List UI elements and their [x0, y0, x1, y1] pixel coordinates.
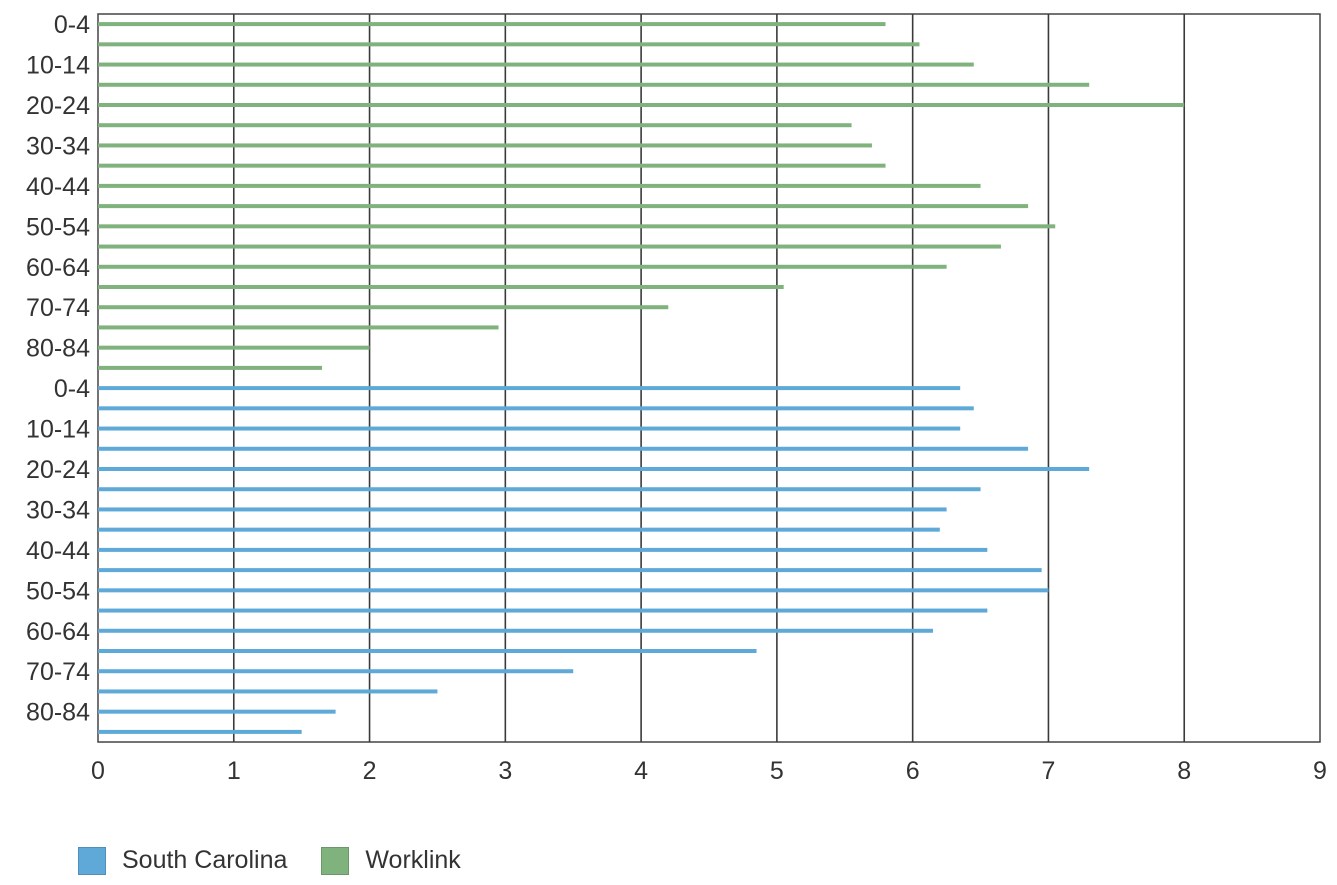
y-tick-label: 50-54	[26, 213, 90, 241]
bar-south-carolina-65-69	[98, 649, 757, 653]
y-tick-label: 40-44	[26, 537, 90, 565]
bar-worklink-65-69	[98, 285, 784, 289]
bar-south-carolina-10-14	[98, 426, 961, 431]
x-tick-label: 5	[770, 757, 784, 785]
bar-south-carolina-20-24	[98, 467, 1090, 471]
labels-layer: 0 1 2 3 4 5 6 7 8 9 0-4 10-14 20-24 30-34 40-44 50-54 60…	[26, 11, 1327, 785]
legend-item-south-carolina: South Carolina	[78, 846, 287, 875]
bar-worklink-70-74	[98, 305, 669, 310]
y-tick-label: 70-74	[26, 658, 90, 686]
x-tick-label: 0	[91, 757, 105, 785]
bar-worklink-50-54	[98, 224, 1056, 229]
legend-label-south-carolina: South Carolina	[122, 846, 288, 874]
y-tick-label: 0-4	[54, 375, 90, 403]
y-tick-label: 20-24	[26, 456, 90, 484]
bar-south-carolina-15-19	[98, 446, 1029, 451]
bar-worklink-80-84	[98, 345, 370, 350]
bar-south-carolina-80-84	[98, 709, 336, 714]
y-tick-label: 60-64	[26, 254, 90, 282]
bar-worklink-30-34	[98, 143, 872, 148]
bar-south-carolina-40-44	[98, 547, 988, 552]
bar-worklink-0-4	[98, 22, 886, 27]
legend: South Carolina Worklink	[78, 846, 495, 875]
bar-south-carolina-85+	[98, 729, 302, 734]
grid-layer	[97, 13, 1321, 743]
bar-south-carolina-55-59	[98, 608, 988, 613]
bars-layer	[98, 22, 1185, 734]
bar-south-carolina-5-9	[98, 406, 974, 411]
y-tick-label: 40-44	[26, 173, 90, 201]
x-tick-label: 8	[1177, 757, 1191, 785]
bar-south-carolina-30-34	[98, 507, 947, 512]
y-tick-label: 60-64	[26, 618, 90, 646]
bar-worklink-35-39	[98, 163, 886, 168]
bar-worklink-60-64	[98, 264, 947, 269]
bar-worklink-55-59	[98, 244, 1001, 249]
y-tick-label: 30-34	[26, 132, 90, 160]
legend-label-worklink: Worklink	[365, 846, 461, 874]
bar-south-carolina-0-4	[98, 386, 961, 391]
bar-worklink-25-29	[98, 123, 852, 128]
legend-swatch-south-carolina	[78, 846, 106, 875]
bar-worklink-20-24	[98, 103, 1185, 107]
legend-swatch-worklink	[321, 846, 350, 875]
bar-south-carolina-25-29	[98, 487, 981, 492]
x-tick-label: 6	[906, 757, 920, 785]
y-tick-label: 0-4	[54, 11, 90, 39]
x-tick-label: 7	[1041, 757, 1055, 785]
legend-item-worklink: Worklink	[321, 846, 461, 875]
bar-worklink-40-44	[98, 183, 981, 188]
y-tick-label: 80-84	[26, 335, 90, 363]
bar-south-carolina-75-79	[98, 689, 438, 694]
plot-frame	[97, 13, 1321, 743]
bar-worklink-85+	[98, 365, 323, 370]
x-tick-label: 4	[634, 757, 648, 785]
x-tick-label: 3	[498, 757, 512, 785]
bar-worklink-5-9	[98, 42, 920, 47]
y-tick-label: 50-54	[26, 577, 90, 605]
y-tick-label: 70-74	[26, 294, 90, 322]
y-tick-label: 20-24	[26, 92, 90, 120]
y-tick-label: 80-84	[26, 699, 90, 727]
y-tick-label: 10-14	[26, 52, 90, 80]
bar-worklink-10-14	[98, 62, 974, 67]
x-tick-label: 1	[227, 757, 241, 785]
y-tick-label: 10-14	[26, 416, 90, 444]
bar-worklink-45-49	[98, 204, 1029, 209]
y-tick-label: 30-34	[26, 496, 90, 524]
x-tick-label: 2	[363, 757, 377, 785]
bar-worklink-75-79	[98, 325, 499, 330]
bar-south-carolina-70-74	[98, 669, 574, 674]
x-tick-label: 9	[1313, 757, 1327, 785]
bar-worklink-15-19	[98, 82, 1090, 87]
bar-south-carolina-50-54	[98, 588, 1049, 593]
bar-south-carolina-45-49	[98, 568, 1042, 573]
bar-south-carolina-35-39	[98, 527, 940, 532]
bar-south-carolina-60-64	[98, 628, 934, 633]
